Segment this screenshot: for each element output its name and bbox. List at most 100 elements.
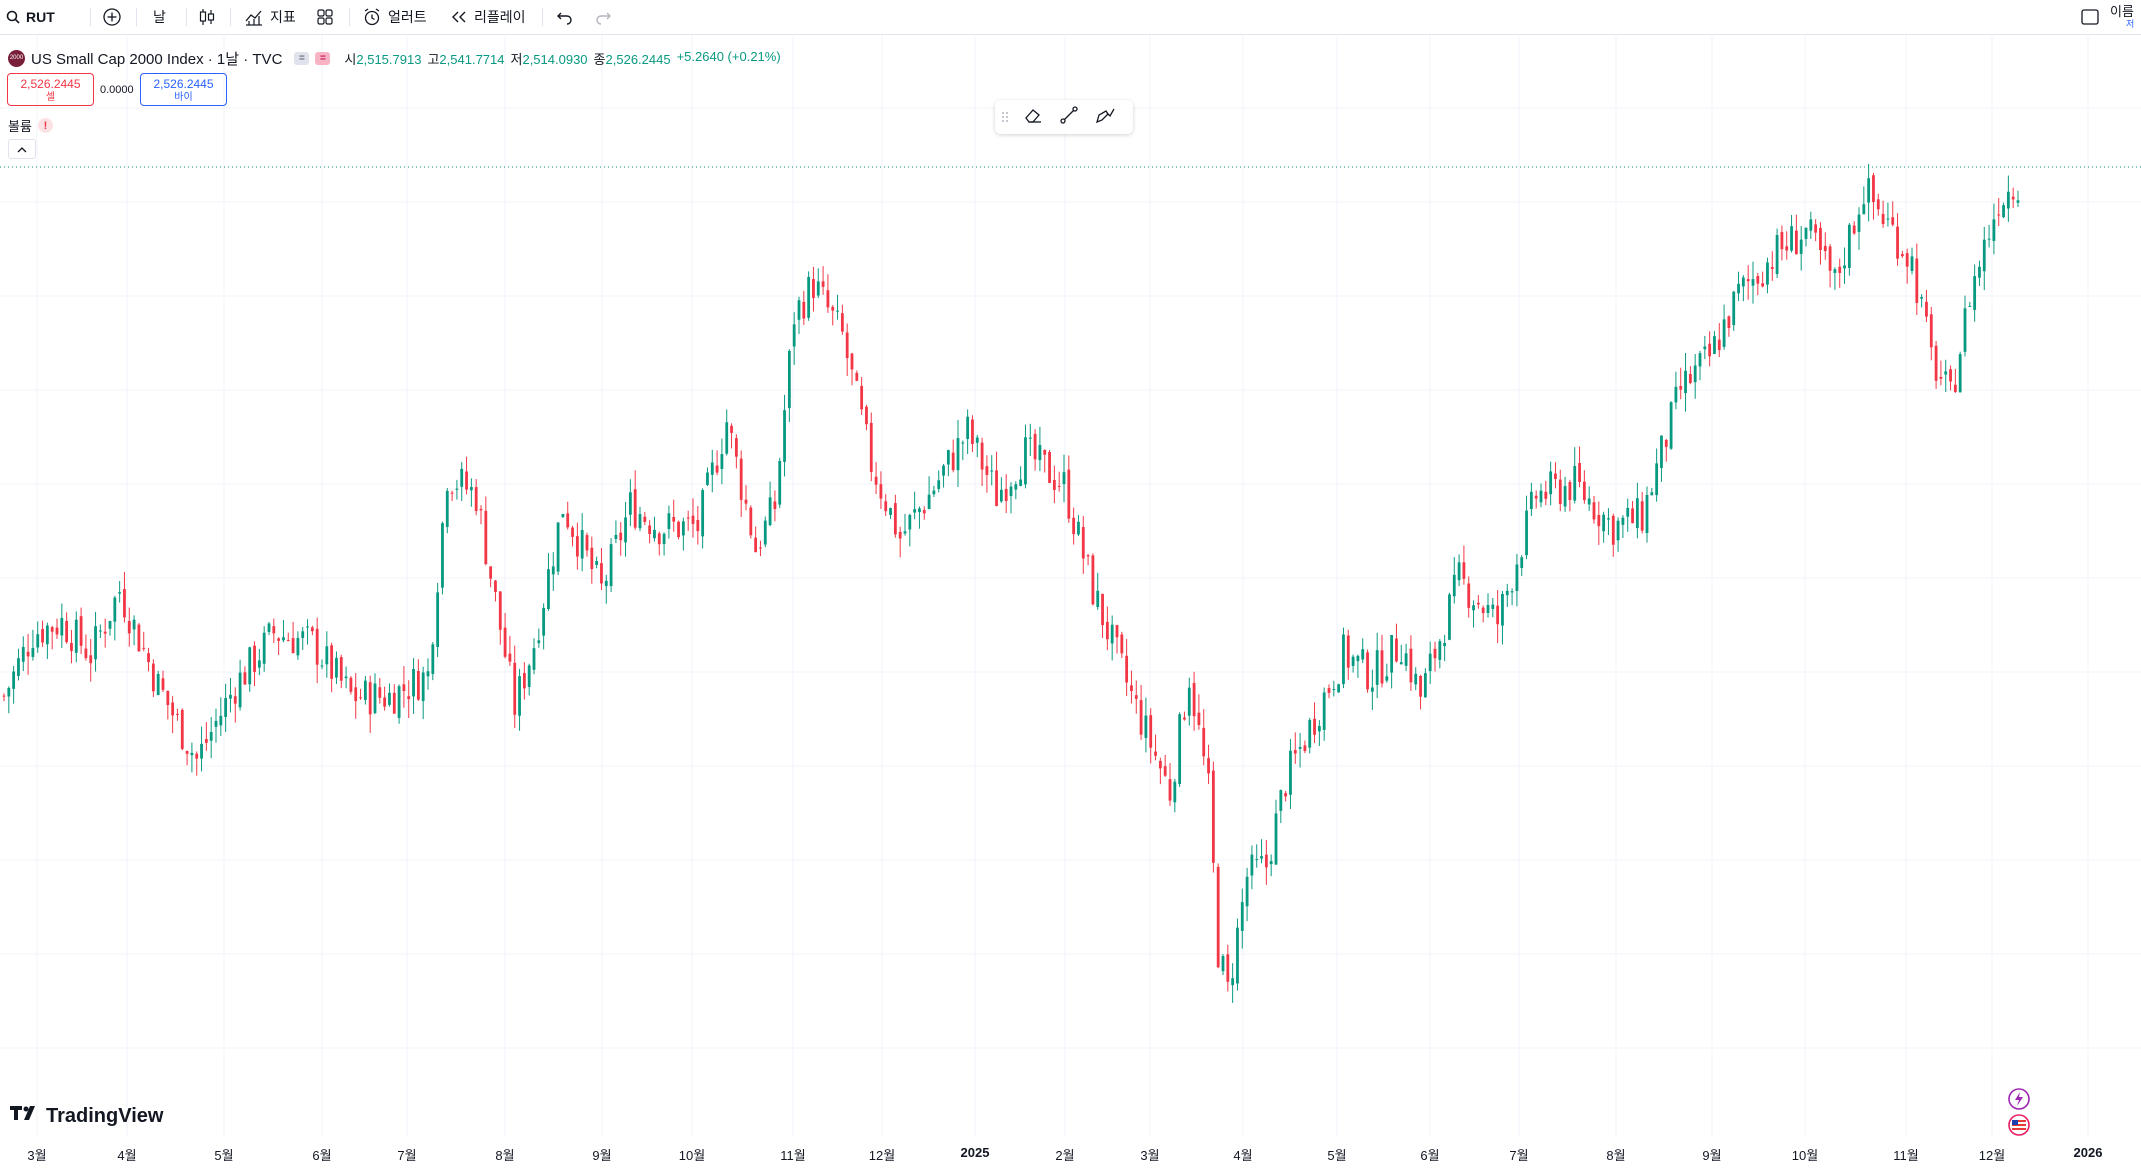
layout-name[interactable]: 이름 저 [2110, 5, 2134, 30]
candle-body [1303, 745, 1307, 752]
candle-body [474, 487, 478, 511]
close-label: 종 [593, 51, 606, 67]
candle-body [1438, 641, 1442, 660]
alerts-button[interactable]: 얼러트 [362, 0, 427, 34]
candle-body [1900, 254, 1904, 257]
market-status-badge[interactable]: = [294, 51, 310, 65]
candle-body [932, 490, 936, 495]
candle-body [282, 637, 285, 641]
candle-body [831, 306, 835, 311]
close-value: 2,526.2445 [605, 51, 671, 67]
candle-body [1910, 256, 1914, 271]
candle-body [60, 618, 64, 636]
data-status-badge[interactable]: = [315, 51, 331, 65]
candle-body [460, 468, 464, 487]
fullscreen-icon[interactable] [2080, 7, 2100, 30]
eraser-button[interactable] [1015, 100, 1051, 134]
alarm-clock-icon [362, 7, 382, 27]
candle-body [1221, 956, 1225, 972]
candle-body [1660, 435, 1663, 469]
brush-button[interactable] [1087, 100, 1123, 134]
lightning-icon[interactable] [2006, 1086, 2032, 1117]
candle-body [1419, 675, 1422, 697]
compare-button[interactable] [102, 0, 122, 34]
volume-indicator-legend[interactable]: 볼륨 ! [8, 116, 53, 135]
buy-button[interactable]: 2,526.2445 바이 [140, 73, 227, 106]
candle-body [1640, 501, 1644, 531]
candle-body [787, 351, 791, 409]
candle-body [855, 372, 859, 381]
search-icon [6, 10, 20, 24]
candle-body [749, 507, 753, 536]
candle-body [691, 515, 695, 524]
candle-body [306, 626, 309, 628]
country-flag-icon[interactable] [2006, 1112, 2032, 1143]
candle-body [402, 684, 406, 692]
candle-body [1775, 235, 1779, 275]
candle-body [903, 531, 907, 534]
candle-body [50, 627, 54, 632]
candle-body [1905, 253, 1909, 267]
candle-body [797, 300, 801, 320]
chevron-up-icon [17, 140, 27, 158]
candle-body [325, 646, 329, 665]
time-axis-label: 2025 [960, 1145, 990, 1160]
candle-body [1462, 562, 1466, 579]
symbol-search-button[interactable]: RUT [6, 0, 55, 34]
candle-body [1978, 266, 1981, 278]
symbol-legend[interactable]: 2000 US Small Cap 2000 Index · 1날 · TVC … [8, 48, 781, 68]
trend-line-button[interactable] [1051, 100, 1087, 134]
candle-body [1645, 494, 1649, 534]
trend-line-icon [1059, 105, 1079, 130]
candle-body [1987, 238, 1991, 240]
candle-body [166, 690, 170, 706]
candle-body [739, 458, 743, 500]
interval-button[interactable]: 날 [153, 0, 166, 34]
candle-body [1183, 717, 1186, 720]
candle-body [1009, 486, 1013, 497]
candle-body [600, 563, 603, 584]
candle-body [1178, 714, 1182, 784]
candle-body [1048, 451, 1051, 483]
tradingview-logo[interactable]: TradingView [10, 1104, 163, 1128]
candle-body [1843, 265, 1846, 269]
candle-body [1626, 507, 1630, 517]
candle-body [330, 645, 334, 679]
candle-body [277, 638, 281, 641]
candle-body [286, 640, 290, 642]
redo-button[interactable] [594, 0, 612, 34]
buy-label: 바이 [174, 92, 193, 103]
candle-body [1722, 319, 1726, 347]
candle-body [816, 281, 820, 296]
chart-type-button[interactable] [198, 0, 216, 34]
drag-handle-icon[interactable] [995, 100, 1015, 134]
candle-body [1130, 685, 1133, 692]
warning-icon[interactable]: ! [37, 118, 53, 133]
undo-button[interactable] [556, 0, 574, 34]
collapse-legend-button[interactable] [8, 139, 36, 159]
layouts-button[interactable] [316, 0, 334, 34]
candle-body [1207, 758, 1210, 774]
time-axis-label: 7월 [397, 1148, 417, 1163]
candle-body [441, 523, 444, 588]
candle-body [653, 529, 656, 539]
candle-body [1968, 305, 1972, 307]
candle-body [556, 522, 560, 572]
eraser-icon [1023, 106, 1043, 129]
candle-body [65, 620, 69, 643]
candle-body [436, 592, 440, 647]
candle-body [1737, 283, 1740, 294]
candle-body [1409, 648, 1413, 683]
open-label: 시 [344, 51, 357, 67]
candle-body [1395, 638, 1398, 662]
candle-body [884, 501, 888, 512]
price-chart[interactable] [0, 36, 2141, 1136]
sell-button[interactable]: 2,526.2445 셀 [7, 73, 94, 106]
candle-body [301, 631, 305, 638]
candle-body [657, 533, 661, 545]
candle-body [1992, 219, 1996, 241]
replay-button[interactable]: 리플레이 [450, 0, 526, 34]
indicators-button[interactable]: 지표 [244, 0, 296, 34]
candle-body [1949, 369, 1952, 382]
time-axis[interactable]: 3월 4월 5월 6월 7월 8월 9월 10월 11월 12월 2025 2월 3월 4월 5월 6월 7월 8… [0, 1136, 2141, 1168]
